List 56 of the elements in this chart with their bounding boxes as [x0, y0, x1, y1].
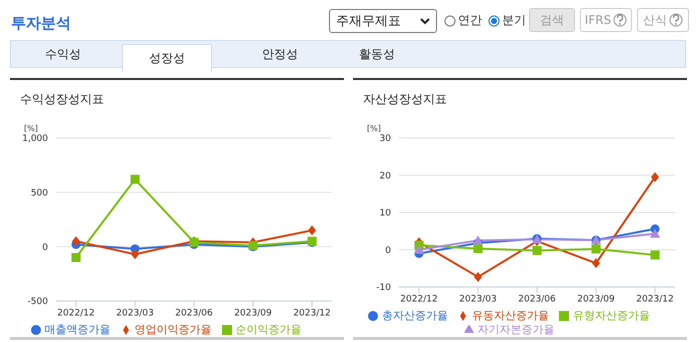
text: 분기	[501, 12, 526, 29]
y-tick-label: 0	[42, 242, 48, 253]
x-tick-label: 2022/12	[57, 308, 95, 318]
x-tick-label: 2023/12	[636, 294, 674, 304]
x-tick-label: 2023/12	[293, 308, 331, 318]
text: 수익성	[44, 46, 82, 62]
legend-label: 순이익증가율	[236, 323, 302, 336]
point	[72, 236, 80, 246]
y-tick-label: 500	[30, 188, 48, 199]
y-axis-title: [%]	[367, 124, 381, 133]
y-tick-label: 1,000	[22, 134, 48, 144]
x-tick-label: 2023/06	[175, 308, 213, 318]
y-tick-label: -500	[28, 297, 48, 308]
y-axis-title: [%]	[24, 124, 38, 133]
text: 활동성	[358, 46, 396, 62]
point	[592, 258, 600, 268]
point	[131, 249, 139, 260]
point	[474, 272, 482, 282]
y-tick-label: 30	[380, 134, 392, 144]
text: 투자분석	[11, 14, 71, 33]
x-tick-label: 2023/06	[518, 294, 556, 304]
y-tick-label: 10	[380, 208, 392, 219]
point	[474, 244, 482, 254]
point	[308, 225, 316, 236]
chart-title: 자산성장성지표	[363, 91, 447, 108]
point	[130, 174, 140, 184]
text: 성장성	[122, 44, 212, 72]
text: 검색	[529, 8, 575, 32]
point	[650, 228, 660, 238]
text: IFRS	[580, 8, 632, 32]
x-tick-label: 2023/03	[116, 308, 154, 318]
x-tick-label: 2023/09	[577, 294, 615, 304]
y-tick-label: 20	[380, 171, 392, 182]
legend-label: 매출액증가율	[44, 323, 110, 336]
point	[650, 250, 660, 260]
chart-title: 수익성장성지표	[20, 91, 104, 108]
point	[473, 235, 483, 244]
legend-label: 유동자산증가율	[472, 309, 549, 322]
text: 산식	[637, 8, 689, 32]
text: 주재무제표	[336, 13, 401, 30]
point	[651, 172, 659, 182]
legend-label: 총자산증가율	[382, 309, 448, 322]
legend-label: 영업이익증가율	[134, 323, 212, 336]
point	[414, 244, 424, 254]
x-tick-label: 2023/09	[234, 308, 272, 318]
y-tick-label: -10	[376, 283, 392, 294]
text: 안정성	[261, 46, 299, 62]
legend-label: 자기자본증가율	[478, 323, 554, 336]
text: 연간	[457, 12, 482, 29]
point	[592, 244, 600, 254]
point	[532, 246, 542, 255]
x-tick-label: 2023/03	[459, 294, 497, 304]
point	[72, 253, 80, 262]
y-tick-label: 0	[385, 246, 392, 256]
x-tick-label: 2022/12	[400, 294, 438, 304]
legend-label: 유형자산증가율	[573, 309, 650, 322]
